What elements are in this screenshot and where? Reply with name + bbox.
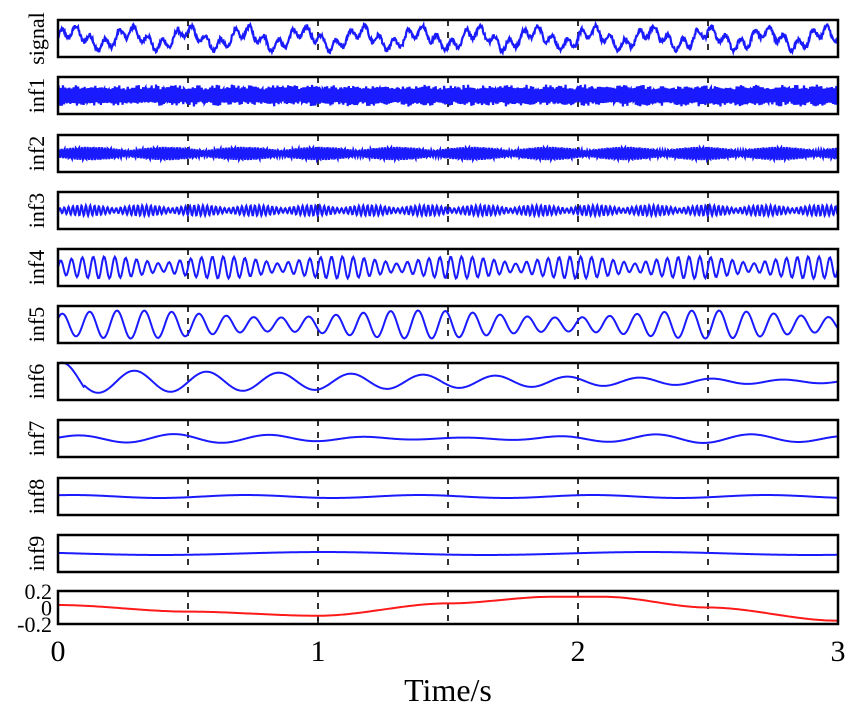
panel-inf6: inf6	[24, 361, 840, 402]
series-line-inf8	[57, 494, 839, 499]
ylabel-inf4: inf4	[24, 250, 49, 285]
panel-frame	[56, 133, 840, 174]
panel-inf4: inf4	[24, 247, 840, 288]
panel-inf1: inf1	[24, 75, 840, 116]
series-line-inf9	[57, 551, 839, 556]
panel-frame	[56, 533, 840, 574]
panel-frame	[56, 247, 840, 288]
panel-inf8: inf8	[24, 476, 840, 517]
panel-residual: 0.20-0.20 1 2 3	[17, 579, 845, 668]
ylabel-inf5: inf5	[24, 307, 49, 342]
panel-frame	[56, 361, 840, 402]
panel-frame	[56, 75, 840, 116]
panel-frame	[56, 304, 840, 345]
series-line-inf1	[56, 83, 840, 107]
panel-frame	[56, 18, 840, 59]
series-line-inf7	[57, 433, 839, 444]
panel-inf5: inf5	[24, 304, 840, 345]
ylabel-inf3: inf3	[24, 193, 49, 228]
series-line-inf6	[57, 361, 839, 394]
ylabel-inf9: inf9	[24, 536, 49, 571]
series-line-inf5	[57, 309, 839, 340]
ylabel-inf8: inf8	[24, 479, 49, 514]
panel-frame	[56, 476, 840, 517]
ytick-label: 0.2	[25, 579, 53, 604]
series-line-signal	[57, 20, 839, 57]
panel-frame	[56, 418, 840, 459]
xtick-label: 0	[51, 635, 66, 668]
panel-frame	[56, 589, 840, 626]
ylabel-inf6: inf6	[24, 364, 49, 399]
panel-frame	[56, 190, 840, 231]
ytick-label: -0.2	[17, 612, 52, 637]
ylabel-inf1: inf1	[24, 78, 49, 113]
series-line-inf4	[57, 254, 839, 281]
series-line-inf3	[57, 202, 839, 219]
ylabel-inf2: inf2	[24, 136, 49, 171]
x-axis-label: Time/s	[404, 672, 492, 708]
ylabel-signal: signal	[24, 12, 49, 65]
panel-inf2: inf2	[24, 133, 840, 174]
xtick-label: 1	[311, 635, 326, 668]
panel-inf3: inf3	[24, 190, 840, 231]
series-line-inf2	[56, 144, 840, 164]
panel-inf7: inf7	[24, 418, 840, 459]
panel-inf9: inf9	[24, 533, 840, 574]
ytick-label: 0	[41, 596, 52, 621]
panel-signal: signal	[24, 12, 840, 65]
xtick-label: 2	[571, 635, 586, 668]
ylabel-inf7: inf7	[24, 421, 49, 456]
xtick-label: 3	[831, 635, 846, 668]
